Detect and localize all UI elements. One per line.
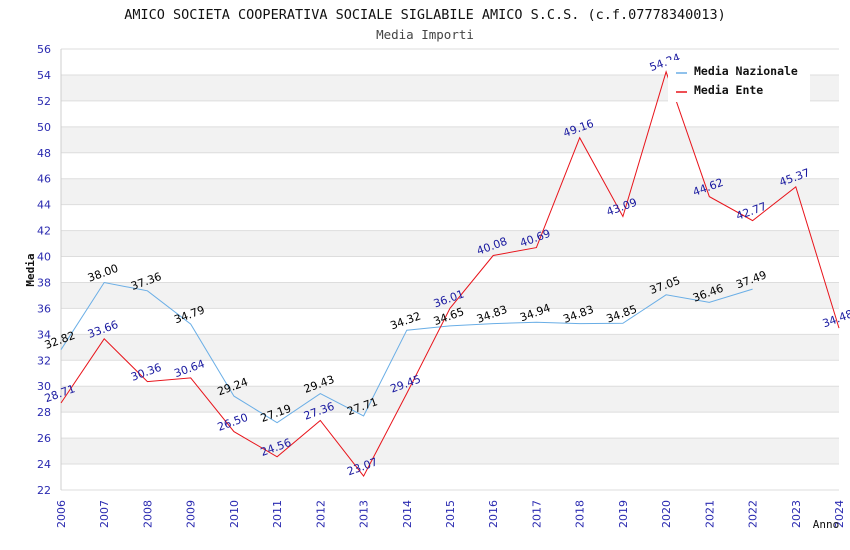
y-tick-label: 46 (37, 173, 51, 186)
x-tick-label: 2011 (271, 500, 284, 528)
plot-band (61, 282, 839, 309)
x-tick-label: 2014 (401, 500, 414, 528)
y-tick-label: 44 (37, 199, 51, 212)
x-tick-label: 2019 (617, 500, 630, 528)
plot-band (61, 360, 839, 387)
plot-band (61, 230, 839, 257)
x-tick-label: 2024 (833, 500, 846, 528)
x-axis-label: Anno (813, 518, 840, 531)
y-tick-label: 50 (37, 121, 51, 134)
y-tick-label: 38 (37, 276, 51, 289)
plot-band (61, 178, 839, 205)
x-tick-label: 2008 (141, 500, 154, 528)
y-tick-label: 52 (37, 95, 51, 108)
x-tick-label: 2016 (487, 500, 500, 528)
plot-band (61, 438, 839, 465)
x-tick-label: 2017 (530, 500, 543, 528)
plot-band (61, 204, 839, 231)
x-tick-label: 2021 (703, 500, 716, 528)
x-tick-label: 2013 (358, 500, 371, 528)
legend-label-media-nazionale: Media Nazionale (694, 64, 798, 78)
plot-band (61, 464, 839, 490)
chart-subtitle: Media Importi (376, 27, 474, 42)
plot-band (61, 126, 839, 153)
x-tick-label: 2012 (314, 500, 327, 528)
y-tick-label: 24 (37, 458, 51, 471)
x-tick-label: 2006 (55, 500, 68, 528)
y-tick-label: 34 (37, 328, 51, 341)
legend: Media Nazionale Media Ente (668, 60, 810, 102)
y-tick-label: 54 (37, 69, 51, 82)
y-tick-label: 56 (37, 43, 51, 56)
plot-band (61, 412, 839, 439)
legend-label-media-ente: Media Ente (694, 83, 763, 97)
y-tick-label: 40 (37, 251, 51, 264)
x-tick-label: 2018 (574, 500, 587, 528)
plot-band (61, 100, 839, 127)
y-tick-label: 30 (37, 380, 51, 393)
y-tick-label: 42 (37, 225, 51, 238)
y-tick-label: 32 (37, 354, 51, 367)
series-lines (60, 70, 840, 478)
y-tick-label: 36 (37, 302, 51, 315)
x-tick-label: 2007 (98, 500, 111, 528)
x-tick-labels: 2006 2007 2008 2009 2010 2011 2012 2013 2014 2015… (55, 500, 846, 528)
grid-lines (61, 48, 839, 491)
x-tick-label: 2009 (185, 500, 198, 528)
x-tick-label: 2023 (790, 500, 803, 528)
y-tick-label: 22 (37, 484, 51, 497)
x-tick-label: 2020 (660, 500, 673, 528)
y-axis-label: Media (24, 253, 37, 286)
plot-band (61, 334, 839, 361)
plot-band (61, 386, 839, 413)
y-tick-label: 48 (37, 147, 51, 160)
plot-bands (61, 49, 839, 490)
series-line-media-ente (60, 70, 840, 478)
y-tick-label: 28 (37, 406, 51, 419)
plot-band (61, 256, 839, 283)
plot-band (61, 308, 839, 335)
plot-band (61, 152, 839, 179)
y-tick-label: 26 (37, 432, 51, 445)
legend-background (668, 60, 810, 102)
y-tick-labels: 22 24 26 28 30 32 34 36 38 40 42 44 46 48 50 52 54 56 (37, 43, 51, 497)
chart-title: AMICO SOCIETA COOPERATIVA SOCIALE SIGLAB… (124, 7, 725, 23)
x-tick-label: 2022 (747, 500, 760, 528)
x-tick-label: 2010 (228, 500, 241, 528)
series-line-media-nazionale (60, 281, 753, 424)
x-tick-label: 2015 (444, 500, 457, 528)
